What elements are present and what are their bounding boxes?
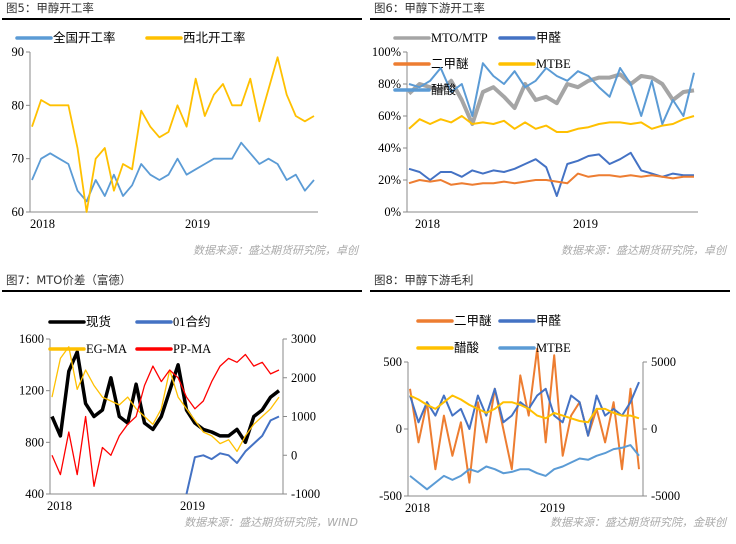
panel-fig8: 图8：甲醇下游毛利 -500 0 500 -5000 0 5000 2018 2019 二甲醚甲… — [368, 272, 736, 544]
x-tick-label: 2018 — [415, 217, 440, 231]
x-tick-label: 2019 — [540, 501, 565, 515]
y-tick-label: 400 — [25, 487, 44, 501]
x-tick-label: 2019 — [180, 499, 205, 513]
y-tick-label: 0% — [384, 205, 401, 219]
y-tick-label: 90 — [12, 45, 25, 59]
panel-fig5: 图5：甲醇开工率 60 70 80 90 2018 2019 全国开工率 西北开工率 数据来源… — [0, 0, 368, 272]
y2-tick-label: 0 — [651, 422, 657, 436]
series-line-2 — [409, 394, 640, 424]
y2-tick-label: -5000 — [651, 489, 680, 503]
title-rule — [2, 18, 362, 20]
y2-tick-label: 2000 — [291, 371, 316, 385]
x-tick-label: 2019 — [573, 217, 598, 231]
series-line-0 — [31, 141, 315, 203]
y2-tick-label: 0 — [291, 448, 297, 462]
source-note: 数据来源：盛达期货研究院，卓创 — [193, 244, 358, 257]
panel-title: 图6：甲醇下游开工率 — [374, 1, 485, 15]
y-tick-label: 40% — [378, 141, 401, 155]
series-line-3 — [409, 444, 640, 491]
legend-label: MTBE — [536, 341, 571, 355]
series-line-3 — [51, 353, 280, 487]
y-tick-label: 20% — [378, 173, 401, 187]
legend-label: 现货 — [86, 314, 111, 329]
legend-label: 全国开工率 — [53, 30, 116, 45]
series-line-2 — [408, 172, 694, 186]
title-rule — [2, 290, 362, 292]
series-line-0 — [50, 350, 281, 445]
legend-label: 甲醛 — [536, 313, 562, 328]
legend-label: MTO/MTP — [431, 31, 488, 45]
legend-label: 醋酸 — [454, 340, 480, 355]
chart-mto-spread: 400 800 1200 1600 -1000 0 1000 2000 3000 2018 2019… — [19, 314, 320, 513]
x-tick-label: 2019 — [185, 217, 210, 231]
y-tick-label: 800 — [25, 435, 44, 449]
y-tick-label: 1600 — [19, 332, 44, 346]
series-line-0 — [409, 347, 640, 484]
y-tick-label: 1200 — [19, 384, 44, 398]
series-line-3 — [408, 115, 695, 133]
x-tick-label: 2018 — [405, 501, 430, 515]
x-tick-label: 2018 — [47, 499, 72, 513]
source-note: 数据来源：盛达期货研究院，金联创 — [550, 516, 726, 529]
y2-tick-label: 1000 — [291, 410, 316, 424]
legend-label: 西北开工率 — [183, 30, 246, 45]
series-line-1 — [31, 56, 315, 213]
legend-label: 二甲醚 — [454, 314, 492, 328]
panel-title: 图7：MTO价差（富德） — [6, 273, 132, 287]
title-rule — [370, 290, 730, 292]
panel-title: 图5：甲醇开工率 — [6, 1, 94, 15]
y-tick-label: -500 — [379, 489, 402, 503]
panel-fig6: 图6：甲醇下游开工率 0% 20% 40% 60% 80% 100% 2018 2019 MTO… — [368, 0, 736, 272]
series-line-4 — [408, 62, 695, 125]
y-tick-label: 0 — [396, 422, 402, 436]
legend-label: 醋酸 — [431, 82, 457, 97]
legend-label: PP-MA — [173, 342, 211, 356]
panel-fig7: 图7：MTO价差（富德） 400 800 1200 1600 -1000 0 1000 200… — [0, 272, 368, 544]
series-line-2 — [51, 346, 280, 453]
series-line-1 — [409, 381, 640, 437]
series-line-1 — [185, 415, 280, 495]
series-line-0 — [407, 72, 695, 126]
legend-label: 01合约 — [173, 314, 211, 329]
legend-label: EG-MA — [86, 342, 127, 356]
panel-title: 图8：甲醇下游毛利 — [374, 273, 474, 287]
y-tick-label: 80 — [12, 98, 25, 112]
y-tick-label: 80% — [378, 77, 401, 91]
y2-tick-label: 3000 — [291, 332, 316, 346]
y-tick-label: 70 — [12, 152, 25, 166]
legend-label: 二甲醚 — [431, 57, 469, 71]
x-tick-label: 2018 — [30, 217, 55, 231]
y-tick-label: 60 — [12, 205, 25, 219]
y-tick-label: 500 — [383, 355, 402, 369]
legend-label: 甲醛 — [536, 30, 562, 45]
y-tick-label: 100% — [372, 45, 401, 59]
source-note: 数据来源：盛达期货研究院，卓创 — [561, 244, 726, 257]
y-tick-label: 60% — [378, 109, 401, 123]
title-rule — [370, 18, 730, 20]
legend-label: MTBE — [536, 57, 571, 71]
y2-tick-label: 5000 — [651, 355, 676, 369]
chart-methanol-operating-rate: 60 70 80 90 2018 2019 全国开工率 西北开工率 — [12, 30, 318, 231]
y2-tick-label: -1000 — [291, 487, 320, 501]
source-note: 数据来源：盛达期货研究院，WIND — [184, 516, 358, 529]
